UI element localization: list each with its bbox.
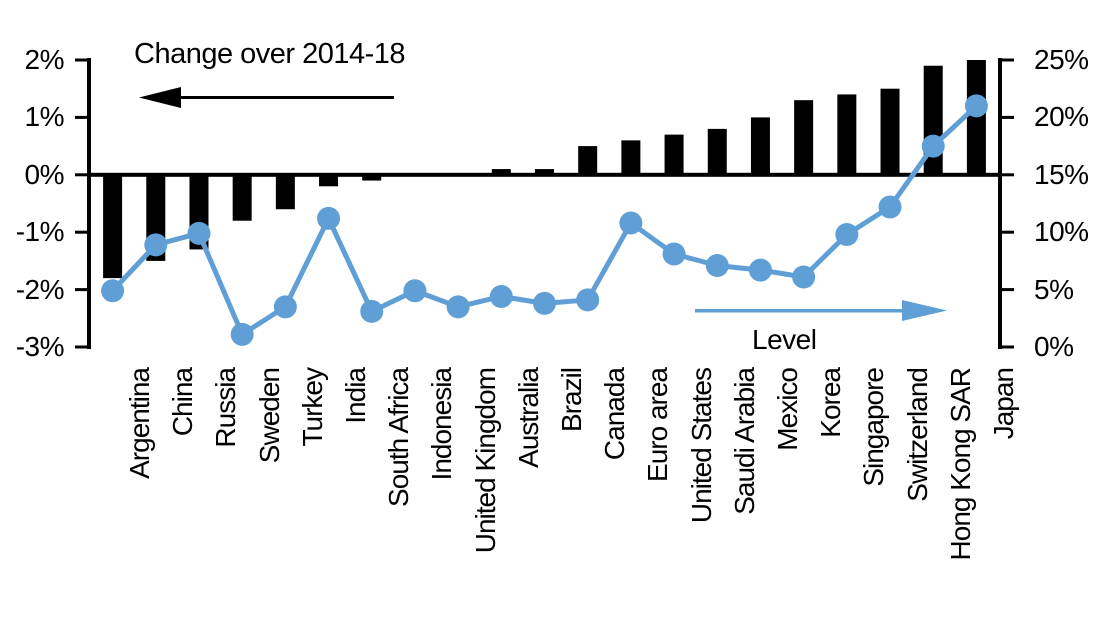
bar-brazil xyxy=(535,169,554,175)
change-arrow-shaft xyxy=(176,96,394,99)
bar-india xyxy=(319,174,339,187)
line-marker-sweden xyxy=(230,322,254,346)
bar-series-annotation: Change over 2014-18 xyxy=(134,38,406,70)
line-marker-indonesia xyxy=(403,279,427,303)
line-marker-saudi-arabia xyxy=(705,253,729,277)
bar-argentina xyxy=(103,174,123,279)
left-axis-tick-label: -3% xyxy=(15,331,65,362)
x-axis-category-label: Switzerland xyxy=(901,368,933,502)
left-axis-tick-label: 1% xyxy=(24,101,65,133)
level-arrow-shaft xyxy=(695,309,905,313)
x-axis-category-label: Brazil xyxy=(556,368,587,433)
x-axis-category-label: Korea xyxy=(815,368,847,438)
bar-singapore xyxy=(837,94,857,175)
line-marker-euro-area xyxy=(619,211,643,235)
left-axis-tick xyxy=(75,230,87,234)
line-marker-canada xyxy=(576,288,600,312)
x-axis-category-label: United States xyxy=(685,368,717,524)
left-axis-tick xyxy=(75,58,87,62)
x-axis-category-label: Indonesia xyxy=(426,368,458,481)
x-axis-category-label: Sweden xyxy=(253,368,285,464)
x-axis-category-label: China xyxy=(167,368,199,437)
right-axis-tick-label: 25% xyxy=(1034,44,1089,75)
line-marker-russia xyxy=(187,221,211,245)
left-axis-tick xyxy=(75,345,87,349)
left-axis-tick xyxy=(75,173,87,177)
left-axis-tick-label: 2% xyxy=(24,44,65,75)
line-marker-south-africa xyxy=(360,299,384,323)
right-axis-spine xyxy=(998,58,1002,349)
change-arrow-left-icon xyxy=(139,87,181,108)
x-axis-category-label: Japan xyxy=(987,368,1019,440)
bar-turkey xyxy=(275,174,295,210)
left-axis-tick xyxy=(75,115,87,119)
right-axis-tick xyxy=(1002,230,1014,234)
bar-canada xyxy=(578,146,598,175)
left-axis-tick-label: 0% xyxy=(24,158,65,190)
x-axis-category-label: South Africa xyxy=(383,368,415,507)
x-axis-category-label: Australia xyxy=(512,368,544,468)
line-marker-hong-kong-sar xyxy=(921,134,945,158)
right-axis-tick-label: 20% xyxy=(1034,101,1089,133)
right-axis-tick-label: 10% xyxy=(1034,216,1089,248)
right-axis-tick xyxy=(1002,345,1014,349)
x-axis-category-label: Argentina xyxy=(124,368,156,479)
line-marker-switzerland xyxy=(878,195,902,219)
bar-south-africa xyxy=(362,174,382,181)
x-axis-category-label: Singapore xyxy=(858,368,890,487)
line-marker-japan xyxy=(964,94,988,118)
bar-euro-area xyxy=(621,140,641,175)
x-axis-category-label: Saudi Arabia xyxy=(728,368,760,515)
level-arrow-right-icon xyxy=(902,300,947,321)
left-axis-tick-label: -2% xyxy=(15,273,65,305)
bar-switzerland xyxy=(880,88,900,175)
left-axis-tick-label: -1% xyxy=(15,216,65,248)
x-axis-category-label: Hong Kong SAR xyxy=(944,368,976,561)
x-axis-category-label: United Kingdom xyxy=(469,368,501,554)
left-axis-tick xyxy=(75,288,87,292)
x-axis-category-label: Canada xyxy=(599,368,631,461)
right-axis-tick xyxy=(1002,173,1014,177)
line-marker-australia xyxy=(489,284,513,308)
bar-korea xyxy=(794,100,814,175)
right-axis-tick-label: 5% xyxy=(1034,273,1074,305)
bar-saudi-arabia xyxy=(707,128,727,175)
right-axis-tick-label: 15% xyxy=(1034,158,1089,190)
right-axis-tick-label: 0% xyxy=(1034,331,1074,362)
bar-australia xyxy=(491,169,511,175)
line-marker-mexico xyxy=(748,258,772,282)
right-axis-tick xyxy=(1002,288,1014,292)
line-marker-argentina xyxy=(101,279,125,303)
line-series-annotation: Level xyxy=(752,324,817,355)
bar-mexico xyxy=(750,117,770,175)
x-axis-category-label: Russia xyxy=(210,368,242,448)
line-marker-india xyxy=(317,206,341,230)
left-axis-spine xyxy=(87,58,91,349)
right-axis-tick xyxy=(1002,115,1014,119)
line-marker-united-kingdom xyxy=(446,295,470,319)
x-axis-category-label: Euro area xyxy=(642,368,674,482)
right-axis-tick xyxy=(1002,58,1014,62)
line-marker-singapore xyxy=(835,222,859,246)
bar-sweden xyxy=(232,174,252,221)
x-axis-category-label: Turkey xyxy=(296,368,328,447)
x-axis-category-label: Mexico xyxy=(771,368,803,451)
x-axis-category-label: India xyxy=(340,368,372,424)
line-marker-turkey xyxy=(273,295,297,319)
line-marker-korea xyxy=(792,265,816,289)
line-marker-united-states xyxy=(662,242,686,266)
bar-united-states xyxy=(664,134,684,175)
line-marker-brazil xyxy=(533,291,556,315)
line-marker-china xyxy=(144,233,168,257)
